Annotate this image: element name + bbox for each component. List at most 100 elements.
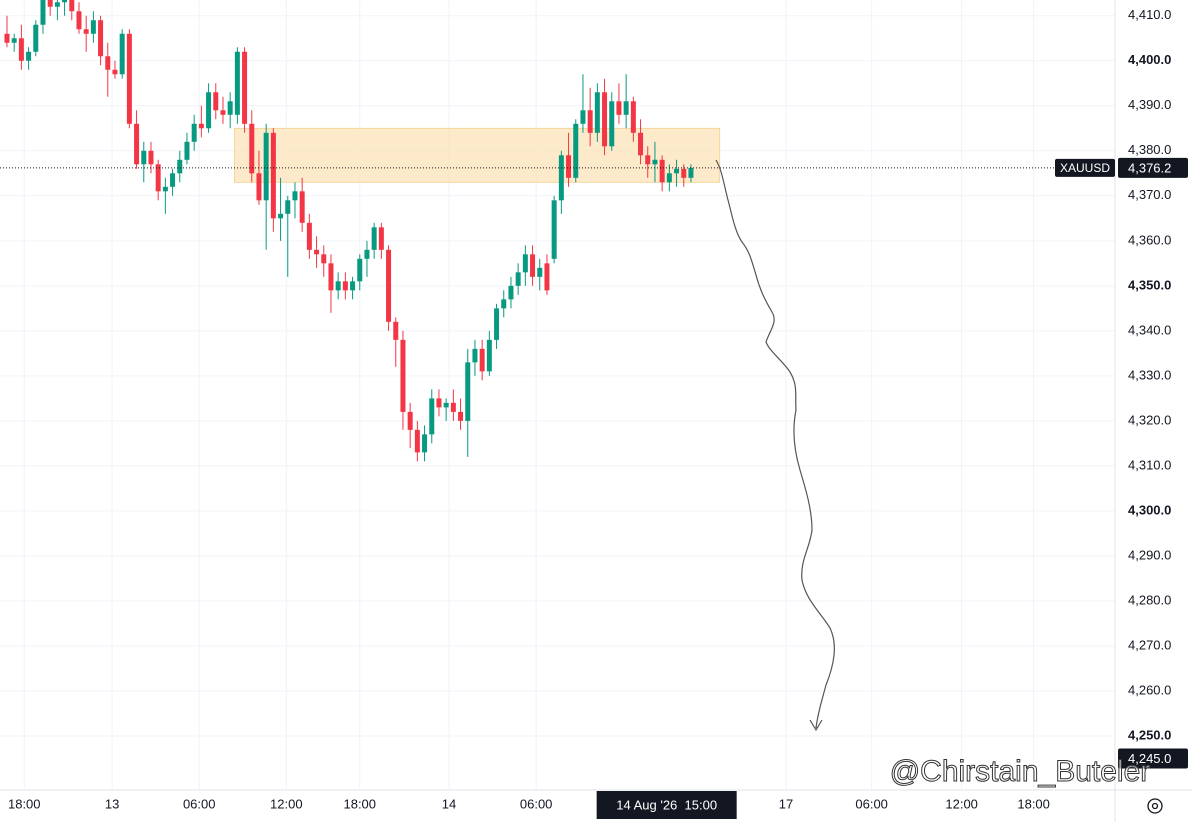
x-tick-label: 18:00 (8, 796, 41, 811)
candle-body (285, 200, 291, 214)
candle-body (26, 51, 32, 61)
candle-body (522, 254, 528, 273)
settings-icon-core (1151, 802, 1159, 810)
candle-body (62, 0, 68, 3)
candle-body (227, 101, 233, 115)
candle-body (314, 249, 320, 255)
candle-body (234, 51, 240, 115)
candle-body (191, 123, 197, 142)
marker-price-label: 4,245.0 (1128, 751, 1171, 766)
y-tick-label: 4,300.0 (1128, 502, 1171, 517)
candle-body (580, 110, 586, 124)
candle-body (98, 20, 104, 57)
candle-body (249, 123, 255, 174)
candle-body (350, 281, 356, 291)
candle-body (263, 132, 269, 201)
candle-body (594, 92, 600, 133)
y-tick-label: 4,320.0 (1128, 412, 1171, 427)
y-tick-label: 4,280.0 (1128, 592, 1171, 607)
last-price-label: 4,376.2 (1128, 160, 1171, 175)
candle-body (623, 101, 629, 115)
candle-body (11, 38, 17, 43)
y-tick-label: 4,290.0 (1128, 547, 1171, 562)
crosshair-label: 14 Aug '26 15:00 (616, 797, 717, 812)
y-tick-label: 4,380.0 (1128, 142, 1171, 157)
candle-body (407, 411, 413, 430)
y-tick-label: 4,330.0 (1128, 367, 1171, 382)
candle-body (328, 263, 334, 291)
candle-body (206, 92, 212, 129)
candle-body (184, 141, 190, 160)
candle-body (537, 267, 543, 277)
candle-body (400, 339, 406, 412)
candle-body (364, 249, 370, 259)
candle-body (54, 2, 60, 7)
candle-body (666, 173, 672, 183)
y-tick-label: 4,370.0 (1128, 187, 1171, 202)
candle-body (659, 159, 665, 183)
candle-body (213, 92, 219, 111)
x-tick-label: 13 (105, 796, 119, 811)
settings-icon[interactable] (1147, 798, 1163, 814)
price-tag (1118, 157, 1188, 178)
candle-body (443, 402, 449, 408)
y-tick-label: 4,400.0 (1128, 52, 1171, 67)
y-tick-label: 4,260.0 (1128, 682, 1171, 697)
candle-body (573, 123, 579, 178)
candle-body (479, 348, 485, 372)
candle-body (688, 167, 694, 178)
x-tick-label: 14 (442, 796, 456, 811)
x-tick-label: 18:00 (1017, 796, 1050, 811)
candle-body (105, 56, 111, 70)
candle-body (321, 254, 327, 264)
candle-body (18, 38, 24, 61)
y-tick-label: 4,250.0 (1128, 727, 1171, 742)
y-tick-label: 4,340.0 (1128, 322, 1171, 337)
candle-body (530, 254, 536, 277)
candle-body (170, 173, 176, 187)
candle-body (494, 308, 500, 340)
candle-body (551, 200, 557, 259)
candle-body (681, 168, 687, 178)
candle-body (544, 263, 550, 291)
candle-body (501, 299, 507, 309)
x-tick-label: 06:00 (520, 796, 553, 811)
candle-body (638, 132, 644, 156)
y-tick-label: 4,270.0 (1128, 637, 1171, 652)
y-tick-label: 4,410.0 (1128, 7, 1171, 22)
marker-price-tag (1118, 748, 1188, 769)
candle-body (616, 101, 622, 115)
x-tick-label: 18:00 (343, 796, 376, 811)
x-tick-label: 12:00 (945, 796, 978, 811)
candle-body (256, 173, 262, 201)
candle-body (429, 398, 435, 435)
candle-body (645, 155, 651, 165)
y-tick-label: 4,350.0 (1128, 277, 1171, 292)
candle-body (76, 11, 82, 30)
candle-body (299, 191, 305, 223)
candle-body (141, 150, 147, 165)
x-tick-label: 06:00 (183, 796, 216, 811)
candle-body (357, 258, 363, 282)
candle-body (486, 339, 492, 372)
candle-body (270, 132, 276, 219)
candle-body (242, 51, 248, 124)
candle-body (465, 362, 471, 421)
symbol-label: XAUUSD (1060, 161, 1110, 175)
crosshair-tag (596, 791, 737, 819)
candle-body (508, 285, 514, 300)
watermark: @Chirstain_Buteler (890, 755, 1151, 788)
y-tick-label: 4,390.0 (1128, 97, 1171, 112)
candle-body (292, 191, 298, 201)
candle-body (371, 227, 377, 250)
x-tick-label: 06:00 (855, 796, 888, 811)
candle-body (155, 164, 161, 192)
y-tick-label: 4,310.0 (1128, 457, 1171, 472)
candle-body (278, 213, 284, 219)
candle-body (306, 222, 312, 250)
symbol-tag (1055, 158, 1115, 177)
x-tick-label: 12:00 (270, 796, 303, 811)
candle-body (386, 249, 392, 322)
x-tick-label: 17 (779, 796, 793, 811)
